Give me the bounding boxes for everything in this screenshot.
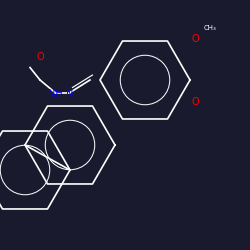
- Text: O: O: [36, 52, 44, 62]
- Text: N: N: [66, 90, 74, 100]
- Text: O: O: [191, 34, 199, 44]
- Text: NH: NH: [48, 90, 62, 100]
- Text: CH₃: CH₃: [204, 25, 216, 31]
- Text: O: O: [191, 97, 199, 107]
